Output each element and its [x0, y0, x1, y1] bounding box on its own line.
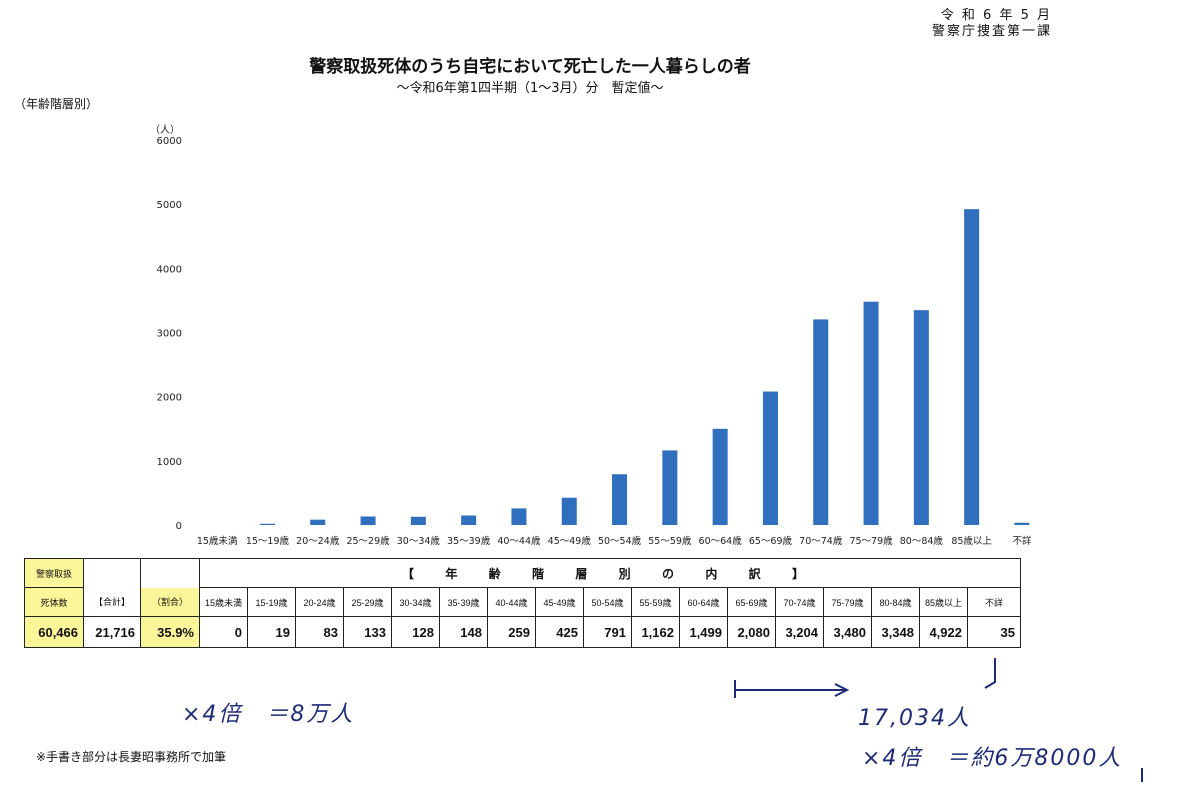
bar-5	[461, 515, 477, 525]
age-value-cell: 1,499	[679, 616, 728, 648]
category-label: 25～29歳	[346, 535, 390, 547]
age-group-label: （年齢階層別）	[14, 97, 99, 111]
total-header: 【合計】	[83, 587, 141, 617]
age-value-cell: 791	[583, 616, 632, 648]
category-label: 60～64歳	[699, 535, 743, 547]
bar-15	[964, 209, 980, 525]
data-table: 警察取扱 【 年 齢 階 層 別 の 内 訳 】 死体数 【合計】 （割合） 1…	[24, 558, 1021, 648]
bar-6	[511, 508, 527, 525]
age-header-cell: 70-74歳	[775, 587, 824, 617]
age-header-cell: 80-84歳	[871, 587, 920, 617]
bar-14	[913, 310, 929, 525]
chart-title: 警察取扱死体のうち自宅において死亡した一人暮らしの者	[309, 57, 751, 77]
age-value-cell: 133	[343, 616, 392, 648]
ratio-header: （割合）	[140, 587, 200, 617]
category-label: 40～44歳	[497, 535, 541, 547]
age-header-cell: 30-34歳	[391, 587, 440, 617]
age-value-cell: 148	[439, 616, 488, 648]
age-value-cell: 0	[199, 616, 248, 648]
age-value-cell: 19	[247, 616, 296, 648]
age-header-cell: 20-24歳	[295, 587, 344, 617]
age-header-cell: 25-29歳	[343, 587, 392, 617]
age-value-cell: 3,480	[823, 616, 872, 648]
age-value-cell: 35	[967, 616, 1021, 648]
category-label: 45～49歳	[548, 535, 592, 547]
chart-subtitle: ～令和6年第1四半期（1～3月）分 暫定値～	[396, 81, 664, 96]
age-header-cell: 40-44歳	[487, 587, 536, 617]
category-label: 15～19歳	[246, 535, 290, 547]
category-label: 35～39歳	[447, 535, 491, 547]
category-label: 85歳以上	[951, 535, 992, 547]
ratio-value: 35.9%	[140, 616, 200, 648]
bar-13	[863, 301, 879, 525]
age-value-cell: 3,348	[871, 616, 920, 648]
bar-7	[561, 497, 577, 525]
age-header-cell: 50-54歳	[583, 587, 632, 617]
bar-2	[310, 519, 326, 525]
y-tick-label: 5000	[157, 200, 182, 211]
total-header-spacer	[83, 558, 141, 588]
bar-3	[360, 516, 376, 525]
y-tick-label: 1000	[157, 457, 182, 468]
category-label: 20～24歳	[296, 535, 340, 547]
handwritten-note-left: ×4倍 ＝8万人	[182, 702, 355, 727]
age-value-cell: 128	[391, 616, 440, 648]
ratio-header-spacer	[140, 558, 200, 588]
age-value-cell: 1,162	[631, 616, 680, 648]
report-department: 警察庁捜査第一課	[931, 24, 1052, 39]
category-label: 30～34歳	[397, 535, 441, 547]
age-header-cell: 15歳未満	[199, 587, 248, 617]
bar-chart: （人） 0 1000 2000 3000 4000 5000 6000 15歳未満 15～19…	[150, 124, 1032, 547]
age-header-cell: 15-19歳	[247, 587, 296, 617]
bar-1	[259, 523, 275, 525]
age-header-cell: 60-64歳	[679, 587, 728, 617]
age-value-cell: 259	[487, 616, 536, 648]
bar-8	[612, 474, 628, 525]
bar-10	[712, 428, 728, 525]
age-value-cell: 3,204	[775, 616, 824, 648]
footnote: ※手書き部分は長妻昭事務所で加筆	[36, 750, 227, 764]
age-header-cell: 85歳以上	[919, 587, 968, 617]
hand-arrow-down	[984, 658, 996, 689]
category-label: 65～69歳	[749, 535, 793, 547]
y-tick-label: 2000	[157, 393, 182, 404]
header-block: 令 和 6 年 5 月 警察庁捜査第一課	[932, 8, 1052, 40]
breakdown-header: 【 年 齢 階 層 別 の 内 訳 】	[199, 558, 1021, 588]
y-tick-label: 3000	[157, 329, 182, 340]
category-label: 75～79歳	[849, 535, 893, 547]
age-value-cell: 2,080	[727, 616, 776, 648]
bar-9	[662, 450, 678, 525]
y-tick-label: 6000	[157, 136, 182, 147]
age-header-cell: 不詳	[967, 587, 1021, 617]
age-header-cell: 75-79歳	[823, 587, 872, 617]
age-header-cell: 55-59歳	[631, 587, 680, 617]
total-value: 21,716	[83, 616, 141, 648]
bar-11	[762, 391, 778, 525]
age-value-cell: 425	[535, 616, 584, 648]
y-tick-label: 4000	[157, 264, 182, 275]
hand-arrow-right	[734, 680, 850, 698]
category-label: 70～74歳	[799, 535, 843, 547]
category-label: 55～59歳	[648, 535, 692, 547]
category-label: 不詳	[1012, 535, 1032, 547]
report-date: 令 和 6 年 5 月	[940, 8, 1052, 23]
handwritten-note-right-bottom: ×4倍 ＝約6万8000人	[862, 746, 1123, 771]
category-label: 15歳未満	[197, 535, 238, 547]
age-header-cell: 35-39歳	[439, 587, 488, 617]
handwritten-note-right-top: 17,034人	[858, 706, 971, 731]
deaths-total-value: 60,466	[24, 616, 84, 648]
bar-12	[813, 319, 829, 525]
deaths-header-b: 死体数	[24, 587, 84, 617]
category-label: 80～84歳	[900, 535, 944, 547]
bar-16	[1014, 522, 1030, 525]
age-value-cell: 83	[295, 616, 344, 648]
bar-4	[410, 516, 426, 525]
y-axis-unit-label: （人）	[150, 124, 180, 136]
age-header-cell: 65-69歳	[727, 587, 776, 617]
deaths-header-a: 警察取扱	[24, 558, 84, 588]
y-tick-label: 0	[176, 521, 182, 532]
age-value-cell: 4,922	[919, 616, 968, 648]
category-label: 50～54歳	[598, 535, 642, 547]
age-header-cell: 45-49歳	[535, 587, 584, 617]
